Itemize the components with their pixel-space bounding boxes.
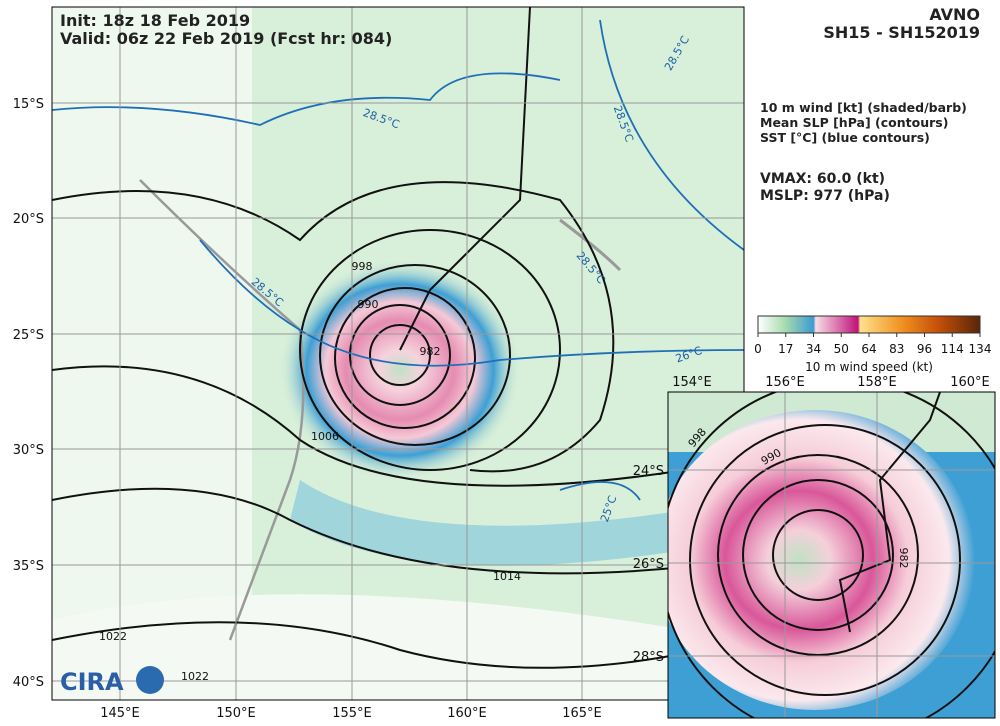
init-time: Init: 18z 18 Feb 2019 [60, 11, 250, 30]
colorbar-label: 10 m wind speed (kt) [805, 360, 933, 374]
slp-contour-label: 998 [352, 260, 373, 273]
logo-text: CIRA [60, 668, 124, 696]
vmax: VMAX: 60.0 (kt) [760, 171, 885, 187]
grid [52, 7, 744, 700]
lon-label: 165°E [562, 706, 602, 721]
inset-lat-label: 24°S [633, 464, 664, 479]
lon-label: 155°E [332, 706, 372, 721]
lon-label: 145°E [100, 706, 140, 721]
legend-line: Mean SLP [hPa] (contours) [760, 115, 948, 130]
slp-contour-label: 982 [420, 345, 441, 358]
colorbar-tick-label: 83 [889, 342, 904, 356]
inset-slp-label: 982 [897, 548, 910, 569]
colorbar-tick-label: 34 [806, 342, 821, 356]
colorbar-tick-label: 134 [969, 342, 992, 356]
inset-lon-label: 160°E [950, 375, 990, 390]
legend-line: SST [°C] (blue contours) [760, 130, 930, 145]
lat-label: 30°S [13, 443, 44, 458]
inset-lon-label: 156°E [765, 375, 805, 390]
lat-label: 25°S [13, 328, 44, 343]
main-map: 998990982100610141022102228.5°C28.5°C28.… [52, 7, 744, 700]
storm-id: SH15 - SH152019 [823, 23, 980, 42]
slp-contour-label: 990 [358, 298, 379, 311]
legend-line: 10 m wind [kt] (shaded/barb) [760, 100, 967, 115]
colorbar [757, 315, 981, 334]
lon-label: 160°E [447, 706, 487, 721]
inset-lon-label: 158°E [857, 375, 897, 390]
colorbar-tick-label: 64 [861, 342, 876, 356]
model-name: AVNO [929, 5, 980, 24]
cira-logo: CIRA [60, 666, 164, 696]
lat-label: 20°S [13, 212, 44, 227]
lon-label: 150°E [216, 706, 256, 721]
slp-contour-label: 1014 [493, 570, 521, 583]
valid-time: Valid: 06z 22 Feb 2019 (Fcst hr: 084) [60, 29, 392, 48]
slp-contour-label: 1006 [311, 430, 339, 443]
slp-contour-label: 1022 [99, 630, 127, 643]
inset-lon-label: 154°E [672, 375, 712, 390]
colorbar-tick-label: 0 [754, 342, 762, 356]
colorbar-tick-label: 114 [941, 342, 964, 356]
inset-lat-label: 28°S [633, 650, 664, 665]
colorbar-tick-label: 17 [778, 342, 793, 356]
lat-label: 15°S [13, 97, 44, 112]
colorbar-tick-label: 50 [834, 342, 849, 356]
slp-contour-label: 1022 [181, 670, 209, 683]
mslp: MSLP: 977 (hPa) [760, 188, 890, 204]
inset-lat-label: 26°S [633, 557, 664, 572]
lat-label: 40°S [13, 675, 44, 690]
lat-label: 35°S [13, 559, 44, 574]
colorbar-tick-label: 96 [917, 342, 932, 356]
